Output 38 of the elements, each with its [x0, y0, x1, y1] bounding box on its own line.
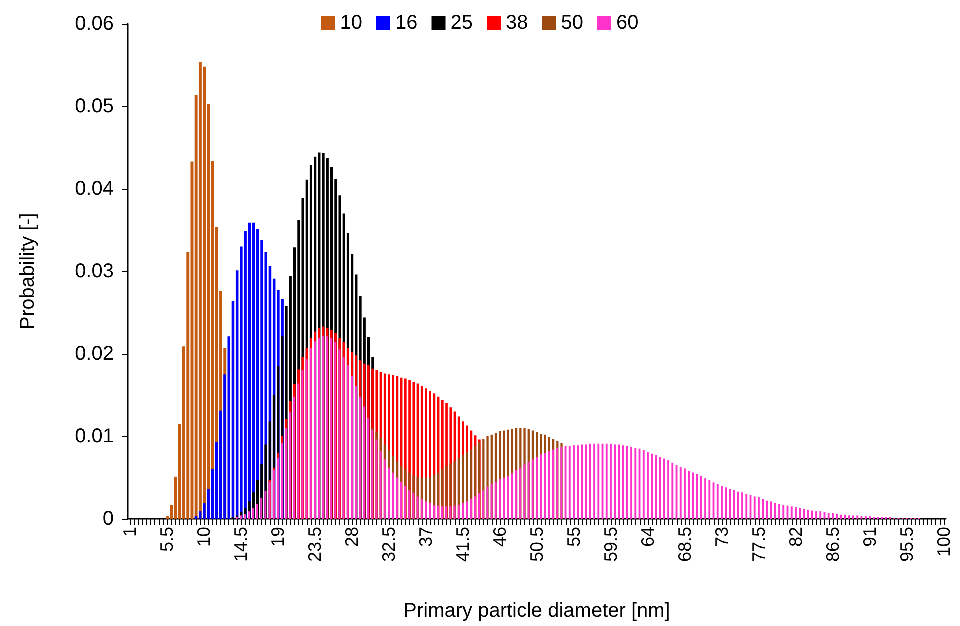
x-tick-label: 82 [786, 527, 806, 548]
x-tick-label: 46 [490, 527, 510, 548]
legend-label: 50 [561, 12, 584, 34]
x-tick-label: 41.5 [453, 527, 474, 562]
y-tick-label: 0 [102, 508, 114, 530]
x-tick-label: 5.5 [157, 527, 178, 552]
y-tick-label: 0.01 [75, 426, 114, 448]
legend-label: 10 [340, 12, 363, 34]
x-tick-label: 55 [564, 527, 584, 548]
x-tick-label: 59.5 [600, 527, 621, 562]
x-tick-label: 23.5 [305, 527, 326, 562]
x-tick-label: 28 [342, 527, 362, 548]
x-tick-label: 1 [120, 527, 140, 538]
y-tick-label: 0.05 [75, 96, 114, 118]
x-tick-label: 73 [712, 527, 732, 548]
x-tick-label: 64 [638, 527, 658, 548]
x-tick-label: 95.5 [896, 527, 917, 562]
x-axis-title: Primary particle diameter [nm] [404, 600, 670, 622]
x-tick-label: 68.5 [674, 527, 695, 562]
x-tick-label: 32.5 [379, 527, 400, 562]
legend-label: 16 [396, 12, 418, 34]
y-tick-label: 0.03 [75, 260, 114, 282]
legend-label: 60 [616, 12, 639, 34]
x-tick-label: 86.5 [822, 527, 843, 562]
y-axis-title: Probability [-] [17, 213, 39, 330]
y-tick-label: 0.04 [75, 178, 114, 200]
y-tick-label: 0.06 [75, 13, 114, 35]
x-tick-label: 50.5 [527, 527, 547, 562]
x-tick-label: 91 [860, 527, 880, 548]
legend-label: 38 [506, 12, 528, 34]
x-tick-label: 10 [194, 527, 214, 548]
x-tick-label: 77.5 [748, 527, 769, 562]
legend-label: 25 [450, 12, 474, 34]
x-tick-label: 37 [416, 527, 436, 548]
y-tick-label: 0.02 [75, 343, 114, 365]
x-tick-label: 100 [934, 527, 954, 558]
x-tick-label: 14.5 [231, 527, 252, 562]
x-tick-label: 19 [268, 527, 288, 548]
